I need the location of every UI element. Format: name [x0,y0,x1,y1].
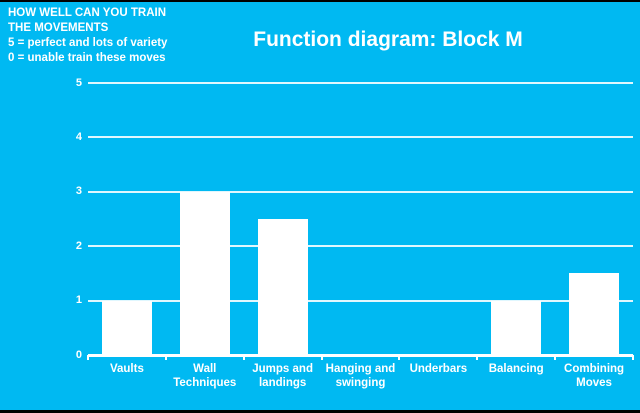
x-axis-category-label: Wall Techniques [173,363,237,389]
note-line-1: HOW WELL CAN YOU TRAIN [8,7,167,19]
gridline [88,136,633,139]
x-axis-category-label: Combining Moves [564,363,625,389]
note-line-2: THE MOVEMENTS [8,22,109,34]
bar [257,219,308,355]
gridline [88,190,633,193]
y-axis-tick-label: 3 [75,185,82,198]
x-axis-tick [242,355,245,360]
gridline [88,245,633,248]
bottom-border [0,410,640,413]
x-axis-category-label: Underbars [409,363,468,375]
x-axis-category-label: Jumps and landings [252,363,313,389]
y-axis-tick-label: 5 [75,76,82,89]
x-axis-category-label: Vaults [109,363,144,375]
x-axis-line [88,353,633,357]
gridline [88,82,633,84]
x-axis-tick [632,355,634,360]
top-border [0,0,640,2]
x-axis-tick [164,355,167,360]
x-axis-tick [398,355,401,360]
x-axis-tick [476,355,479,360]
y-axis-tick-label: 0 [75,348,82,361]
x-axis-category-label: Balancing [488,363,544,375]
x-axis-tick [87,355,89,360]
chart-note: HOW WELL CAN YOU TRAIN THE MOVEMENTS 5 =… [8,6,248,66]
chart-title: Function diagram: Block M [253,28,523,51]
note-line-3: 5 = perfect and lots of variety [8,37,168,49]
bar [569,273,620,355]
y-axis-tick-label: 2 [75,239,82,252]
y-axis-tick-label: 1 [75,294,82,307]
bar [491,300,542,355]
note-line-4: 0 = unable train these moves [8,52,166,64]
x-axis-category-label: Hanging and swinging [325,363,396,389]
x-axis-tick [320,355,323,360]
gridline [88,299,633,302]
bar [101,300,152,355]
bar [179,191,230,355]
x-axis-tick [554,355,557,360]
y-axis-tick-label: 4 [75,130,82,143]
